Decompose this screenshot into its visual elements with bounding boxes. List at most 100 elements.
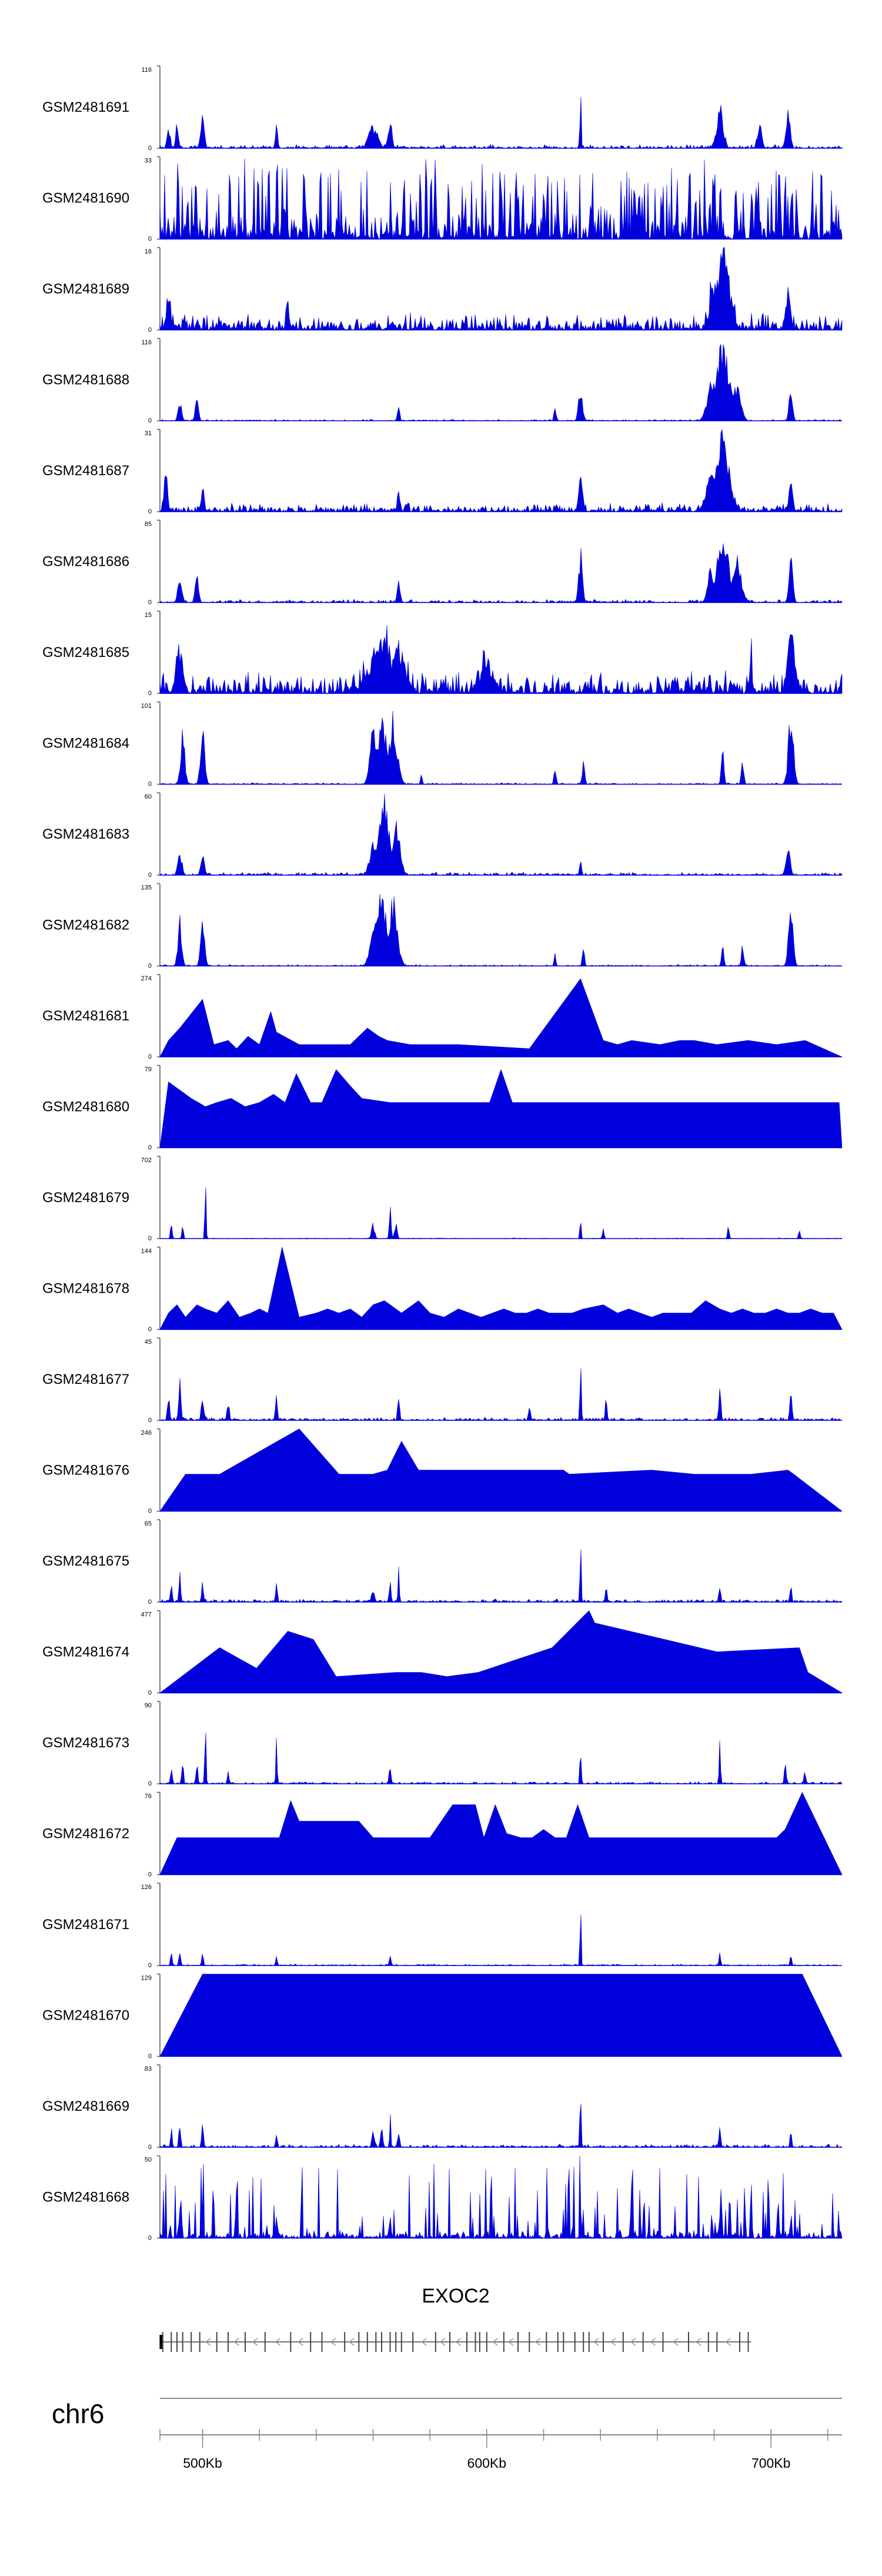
track-ymin-label: 0 (148, 1780, 152, 1787)
strand-arrow (593, 2338, 599, 2346)
track-signal (159, 344, 843, 421)
track-GSM2481671: GSM2481671 126 0 (42, 1883, 843, 1969)
track-label: GSM2481689 (42, 281, 129, 297)
track-ymin-label: 0 (148, 236, 152, 243)
gene-exon (475, 2332, 476, 2352)
strand-arrow (205, 2338, 211, 2346)
track-ymin-label: 0 (148, 1599, 152, 1606)
track-signal (159, 625, 843, 694)
track-ymin-label: 0 (148, 1508, 152, 1515)
track-ymin-label: 0 (148, 1417, 152, 1424)
gene-exon (344, 2332, 346, 2352)
track-GSM2481679: GSM2481679 702 0 (42, 1156, 843, 1242)
track-ymax-label: 129 (141, 1975, 152, 1982)
gene-exon (642, 2332, 644, 2352)
gene-exon (588, 2332, 590, 2352)
track-ymin-label: 0 (148, 1053, 152, 1060)
gene-exon (159, 2335, 163, 2349)
strand-arrow (330, 2338, 336, 2346)
track-GSM2481674: GSM2481674 477 0 (42, 1610, 843, 1697)
track-ymin-label: 0 (148, 963, 152, 970)
gene-exon (358, 2332, 360, 2352)
track-ymax-label: 83 (145, 2066, 152, 2073)
gene-exon (182, 2332, 183, 2352)
track-label: GSM2481670 (42, 2008, 129, 2024)
gene-exon (199, 2332, 201, 2352)
track-signal (159, 793, 843, 876)
track-signal (159, 894, 843, 966)
track-label: GSM2481690 (42, 191, 129, 206)
strand-arrow (534, 2338, 541, 2346)
strand-arrow (507, 2338, 514, 2346)
gene-exon (245, 2332, 246, 2352)
track-label: GSM2481680 (42, 1099, 129, 1115)
track-GSM2481685: GSM2481685 15 0 (42, 610, 843, 697)
track-ymin-label: 0 (148, 1871, 152, 1878)
track-label: GSM2481669 (42, 2098, 129, 2114)
track-ymin-label: 0 (148, 872, 152, 879)
track-GSM2481682: GSM2481682 135 0 (42, 883, 843, 970)
strand-arrow (630, 2338, 636, 2346)
track-GSM2481677: GSM2481677 45 0 (42, 1337, 843, 1424)
track-ymin-label: 0 (148, 599, 152, 606)
track-ymax-label: 60 (145, 793, 152, 800)
gene-exon (375, 2332, 377, 2352)
strand-arrow (252, 2338, 258, 2346)
track-ymin-label: 0 (148, 2235, 152, 2242)
track-ymin-label: 0 (148, 1235, 152, 1242)
gene-exon (381, 2332, 382, 2352)
gene-track: EXOC2 (159, 2285, 751, 2352)
track-signal (159, 1429, 843, 1511)
track-label: GSM2481688 (42, 372, 129, 388)
gene-exon (716, 2332, 718, 2352)
gene-exon (546, 2332, 547, 2352)
strand-arrow (725, 2338, 731, 2346)
track-signal (159, 1187, 843, 1239)
strand-arrow (349, 2338, 355, 2346)
strand-arrow (233, 2338, 239, 2346)
track-ymax-label: 126 (141, 1884, 152, 1891)
track-label: GSM2481671 (42, 1917, 129, 1933)
strand-arrow (298, 2338, 303, 2346)
gene-exon (389, 2332, 391, 2352)
gene-exon (529, 2332, 530, 2352)
track-GSM2481670: GSM2481670 129 0 (42, 1973, 843, 2060)
track-ymax-label: 33 (145, 158, 152, 165)
gene-exon (162, 2332, 163, 2352)
gene-exon (171, 2332, 172, 2352)
track-label: GSM2481685 (42, 645, 129, 660)
track-label: GSM2481682 (42, 917, 129, 933)
gene-model (159, 2332, 751, 2352)
track-ymax-label: 702 (141, 1157, 152, 1164)
track-ymax-label: 477 (141, 1611, 152, 1619)
gene-exon (395, 2332, 397, 2352)
track-GSM2481680: GSM2481680 79 0 (42, 1065, 843, 1152)
track-GSM2481672: GSM2481672 76 0 (42, 1791, 843, 1878)
track-label: GSM2481674 (42, 1644, 129, 1660)
track-signal (159, 247, 843, 331)
gene-exon (366, 2332, 368, 2352)
track-ymin-label: 0 (148, 1326, 152, 1333)
track-ymax-label: 65 (145, 1520, 152, 1527)
track-ymin-label: 0 (148, 1144, 152, 1152)
track-ymin-label: 0 (148, 145, 152, 152)
gene-exon (622, 2332, 624, 2352)
track-GSM2481687: GSM2481687 31 0 (42, 429, 843, 515)
track-ymax-label: 144 (141, 1248, 152, 1255)
track-label: GSM2481676 (42, 1463, 129, 1479)
track-GSM2481676: GSM2481676 246 0 (42, 1428, 843, 1515)
track-signal (159, 1247, 843, 1330)
track-signal (159, 543, 843, 603)
scale-tick-label: 600Kb (467, 2455, 507, 2471)
strand-arrow (610, 2338, 616, 2346)
strand-arrow (673, 2338, 679, 2346)
gene-exon (191, 2332, 192, 2352)
gene-exon (557, 2332, 559, 2352)
gene-exon (503, 2332, 505, 2352)
track-label: GSM2481679 (42, 1190, 129, 1206)
track-ymax-label: 101 (141, 703, 152, 710)
strand-arrow (492, 2338, 498, 2346)
gene-name: EXOC2 (422, 2285, 489, 2307)
track-ymin-label: 0 (148, 781, 152, 788)
track-ymax-label: 79 (145, 1066, 152, 1073)
